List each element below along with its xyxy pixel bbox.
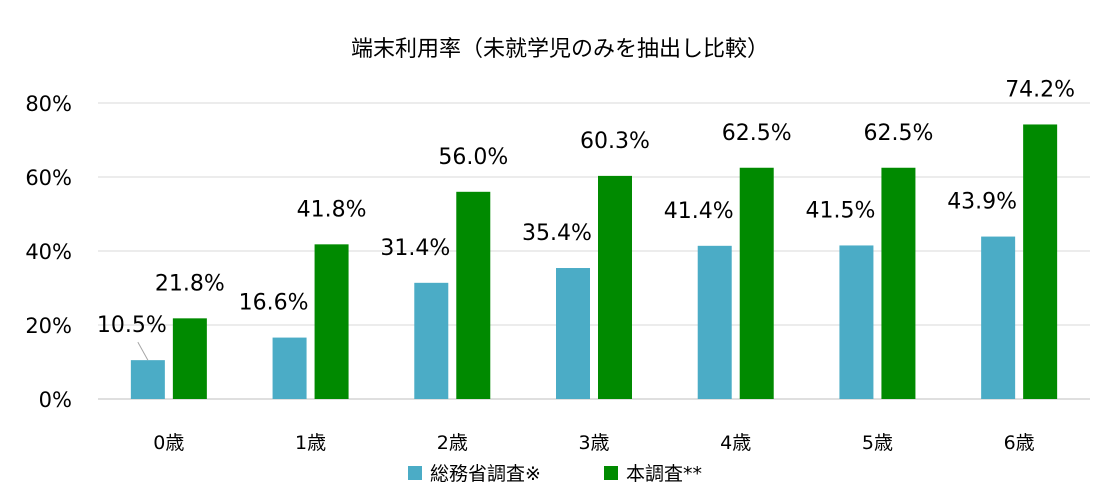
data-label: 60.3% <box>580 129 650 154</box>
gridlines <box>98 102 1090 400</box>
x-tick-label: 3歳 <box>578 432 609 454</box>
data-label: 41.5% <box>805 198 875 223</box>
data-label: 35.4% <box>522 221 592 246</box>
bar-soumu-5 <box>839 245 874 399</box>
bar-soumu-6 <box>981 236 1016 399</box>
x-axis: 0歳 1歳 2歳 3歳 4歳 5歳 6歳 <box>153 432 1034 454</box>
bar-soumu-0 <box>130 360 165 399</box>
bar-honchousa-2 <box>456 191 491 399</box>
bar-honchousa-1 <box>314 244 349 399</box>
x-tick-label: 1歳 <box>295 432 326 454</box>
data-label: 10.5% <box>97 313 167 338</box>
data-label: 41.8% <box>297 197 367 222</box>
y-axis: 0% 20% 40% 60% 80% <box>25 92 72 412</box>
y-tick-label: 20% <box>25 314 72 338</box>
bar-soumu-4 <box>697 245 732 399</box>
legend-swatch <box>408 466 422 480</box>
data-label: 62.5% <box>722 121 792 146</box>
bar-soumu-1 <box>272 337 307 399</box>
x-tick-label: 0歳 <box>153 432 184 454</box>
data-label: 56.0% <box>438 145 508 170</box>
bar-soumu-3 <box>556 268 590 399</box>
chart-title: 端末利用率（未就学児のみを抽出し比較） <box>351 37 769 62</box>
legend-label: 本調査** <box>626 463 702 485</box>
y-tick-label: 40% <box>25 240 72 264</box>
data-labels: 10.5% 21.8% 16.6% 41.8% 31.4% 56.0% 35.4% 60.3%… <box>97 77 1075 361</box>
data-label: 62.5% <box>863 121 933 146</box>
data-label: 21.8% <box>155 271 225 296</box>
y-tick-label: 60% <box>25 166 72 190</box>
legend-label: 総務省調査※ <box>430 463 541 485</box>
bar-honchousa-3 <box>598 175 632 399</box>
legend: 総務省調査※ 本調査** <box>408 463 702 485</box>
bar-honchousa-6 <box>1023 124 1058 400</box>
data-label-leader-line <box>137 341 149 361</box>
x-tick-label: 4歳 <box>720 432 751 454</box>
data-label: 31.4% <box>380 236 450 261</box>
legend-swatch <box>604 466 618 480</box>
x-tick-label: 6歳 <box>1004 432 1035 454</box>
bar-honchousa-4 <box>739 167 774 399</box>
data-label: 16.6% <box>239 291 309 316</box>
y-tick-label: 0% <box>39 388 72 412</box>
x-tick-label: 2歳 <box>437 432 468 454</box>
data-label: 43.9% <box>947 190 1017 215</box>
data-label: 41.4% <box>664 199 734 224</box>
data-label: 74.2% <box>1005 77 1075 102</box>
x-tick-label: 5歳 <box>862 432 893 454</box>
y-tick-label: 80% <box>25 92 72 116</box>
bar-honchousa-0 <box>172 318 207 399</box>
bar-honchousa-5 <box>881 167 916 399</box>
bars <box>130 124 1058 400</box>
bar-soumu-2 <box>414 282 449 399</box>
